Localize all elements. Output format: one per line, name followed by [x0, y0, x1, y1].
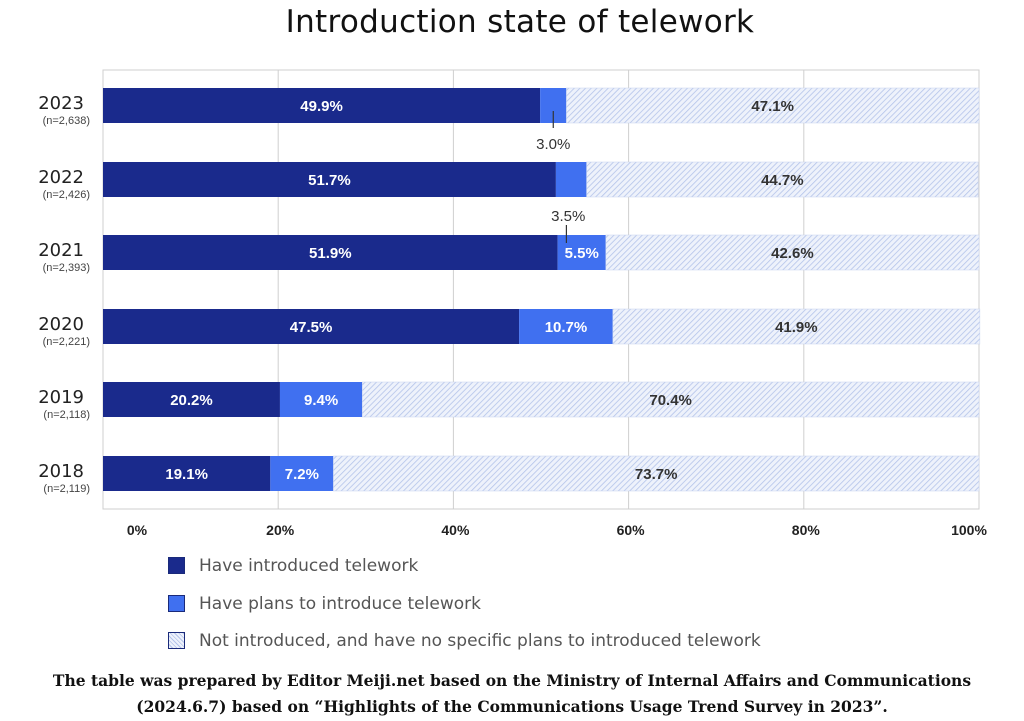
sample-size-label: (n=2,221) — [43, 336, 90, 348]
data-label: 10.7% — [545, 319, 588, 336]
y-category-label: 2023 — [38, 93, 84, 114]
x-tick-label: 40% — [441, 522, 470, 538]
data-label: 41.9% — [775, 319, 818, 336]
bar-segment — [333, 455, 980, 492]
legend-label-planned: Have plans to introduce telework — [199, 594, 481, 614]
sample-size-label: (n=2,393) — [43, 262, 90, 274]
stacked-bar-chart: 49.9% 3.0% 47.1% 51.7% 3.5% 44.7% 51.9% 5.5% 42.… — [38, 69, 987, 538]
bar-segment — [605, 234, 980, 271]
legend-swatch-planned — [168, 595, 185, 612]
data-label: 20.2% — [170, 392, 213, 409]
data-label: 73.7% — [635, 466, 678, 483]
bar-segment — [270, 456, 334, 491]
y-category-label: 2020 — [38, 314, 84, 335]
data-label: 9.4% — [304, 392, 338, 409]
x-tick-label: 60% — [617, 522, 646, 538]
data-label: 47.5% — [290, 319, 333, 336]
x-tick-label: 20% — [266, 522, 295, 538]
data-label: 51.7% — [308, 172, 351, 189]
bar-segment — [586, 161, 979, 198]
data-label: 42.6% — [771, 245, 814, 262]
data-label: 47.1% — [751, 98, 794, 115]
y-category-label: 2019 — [38, 387, 84, 408]
source-note-line-2: (2024.6.7) based on “Highlights of the C… — [136, 697, 888, 716]
data-label: 3.5% — [551, 208, 585, 225]
data-label: 70.4% — [649, 392, 692, 409]
bar-segment — [566, 87, 980, 124]
legend-item-planned: Have plans to introduce telework — [168, 594, 481, 614]
sample-size-label: (n=2,638) — [43, 115, 90, 127]
source-note: The table was prepared by Editor Meiji.n… — [0, 668, 1024, 720]
bar-segment — [555, 162, 587, 197]
bar-segment — [519, 309, 613, 344]
data-label: 19.1% — [165, 466, 208, 483]
y-category-label: 2022 — [38, 167, 84, 188]
sample-size-label: (n=2,119) — [43, 483, 90, 495]
bar-segment — [103, 309, 520, 344]
legend-item-not-introduced: Not introduced, and have no specific pla… — [168, 631, 761, 651]
y-category-label: 2018 — [38, 461, 84, 482]
legend-label-introduced: Have introduced telework — [199, 556, 419, 576]
sample-size-label: (n=2,426) — [43, 189, 90, 201]
y-category-label: 2021 — [38, 240, 84, 261]
data-label: 3.0% — [536, 136, 570, 153]
legend-item-introduced: Have introduced telework — [168, 556, 418, 576]
data-label: 5.5% — [565, 245, 599, 262]
data-label: 49.9% — [300, 98, 343, 115]
x-tick-label: 100% — [951, 522, 987, 538]
data-label: 44.7% — [761, 172, 804, 189]
chart-title: Introduction state of telework — [285, 4, 755, 40]
data-label: 7.2% — [285, 466, 319, 483]
bar-segment — [103, 235, 558, 270]
legend-swatch-not-introduced — [168, 632, 185, 649]
bar-segment — [362, 381, 980, 418]
sample-size-label: (n=2,118) — [43, 409, 90, 421]
source-note-line-1: The table was prepared by Editor Meiji.n… — [52, 671, 972, 690]
data-label: 51.9% — [309, 245, 352, 262]
x-tick-label: 0% — [127, 522, 148, 538]
bar-segment — [279, 382, 363, 417]
bar-segment — [103, 382, 280, 417]
bar-segment — [557, 235, 606, 270]
bar-segment — [103, 162, 556, 197]
legend-label-not-introduced: Not introduced, and have no specific pla… — [199, 631, 761, 651]
legend-swatch-introduced — [168, 557, 185, 574]
bar-segment — [103, 88, 541, 123]
bar-segment — [103, 456, 271, 491]
bar-segment — [612, 308, 981, 345]
x-tick-label: 80% — [792, 522, 821, 538]
